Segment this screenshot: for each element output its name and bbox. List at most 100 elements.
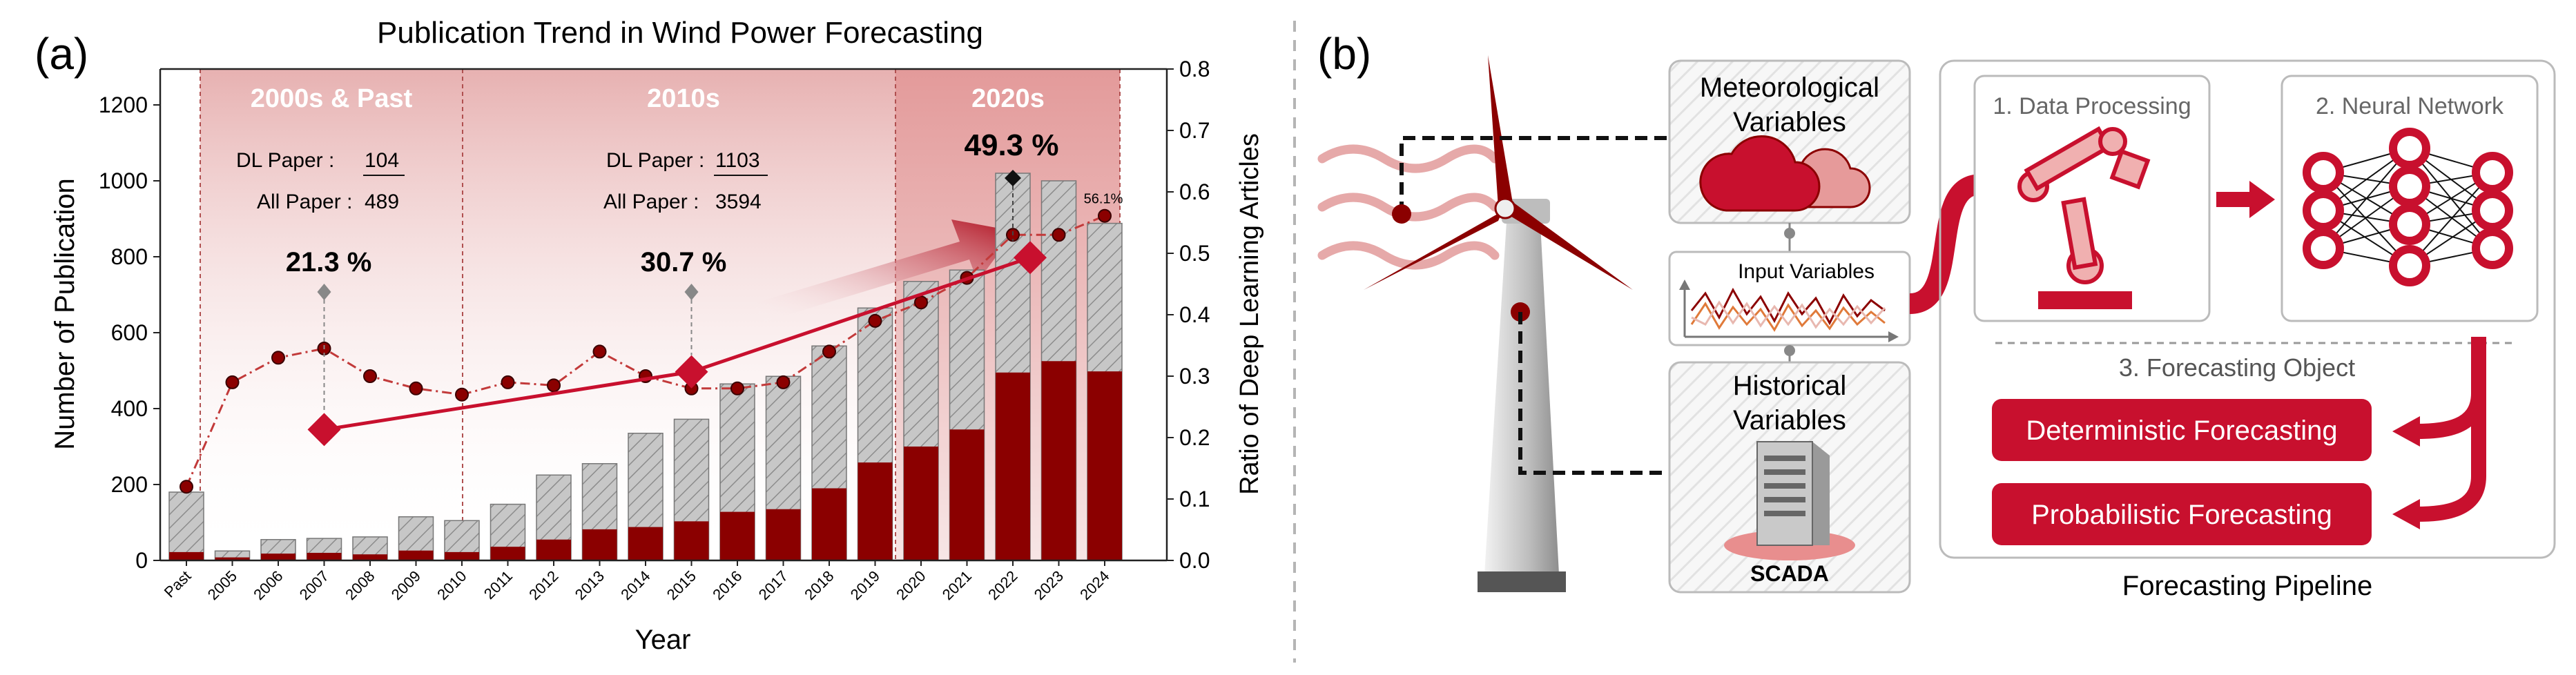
era-title-2020s: 2020s (971, 84, 1045, 113)
bars-group (168, 173, 1123, 561)
bar-dl-paper (949, 429, 985, 560)
output-arrows-icon (2416, 337, 2486, 522)
x-tick-label: Past (161, 567, 195, 601)
bar-dl-paper (536, 539, 571, 560)
dl-paper-value: 104 (365, 149, 399, 172)
nn-node (2303, 152, 2344, 193)
y-tick-label-right: 0.4 (1179, 302, 1210, 327)
bar-dl-paper (904, 447, 938, 560)
nn-node (2389, 166, 2430, 207)
era-percent: 30.7 % (641, 247, 727, 277)
era-marker-small (1005, 170, 1021, 186)
era-title-2010s: 2010s (647, 84, 720, 113)
x-tick-label: 2020 (893, 567, 929, 603)
y-tick-label-right: 0.1 (1179, 487, 1210, 511)
nn-node (2389, 128, 2430, 169)
bar-dl-paper (812, 488, 846, 560)
ratio-point (455, 387, 469, 402)
x-tick-label: 2012 (525, 567, 561, 603)
hist-title-1: Historical (1733, 371, 1846, 401)
ratio-point (776, 375, 791, 389)
arrowhead (2392, 416, 2420, 447)
era-bg-2000s (200, 69, 463, 560)
y-tick-label-left: 0 (135, 548, 148, 573)
ratio-line-group: 56.1% (180, 192, 1123, 494)
trend-line-group (307, 170, 1047, 447)
era-percent-2020s: 49.3 % (965, 128, 1059, 162)
ratio-point (271, 351, 285, 365)
step1-title: 1. Data Processing (1993, 93, 2191, 119)
y-tick-label-right: 0.3 (1179, 364, 1210, 389)
x-tick-label: 2014 (617, 567, 653, 603)
y-tick-label-left: 200 (111, 472, 148, 497)
connector-dot (1784, 345, 1795, 356)
all-paper-label: All Paper : (257, 190, 352, 213)
connector-dot (1784, 228, 1795, 239)
x-tick-label: 2023 (1031, 567, 1067, 603)
nn-node (2303, 190, 2344, 231)
bar-dl-paper (720, 511, 755, 560)
bar-dl-paper (490, 547, 525, 560)
ratio-point (730, 381, 744, 395)
step2-title: 2. Neural Network (2316, 93, 2504, 119)
dl-paper-value: 1103 (715, 149, 760, 172)
step3-title: 3. Forecasting Object (2119, 353, 2355, 382)
bar-dl-paper (353, 554, 387, 560)
trend-arrow (753, 219, 1015, 322)
x-tick-label: 2017 (755, 567, 791, 603)
server-icon (1724, 441, 1855, 560)
y-tick-label-left: 1000 (99, 168, 148, 193)
y-tick-label-right: 0.6 (1179, 179, 1210, 204)
dl-paper-label: DL Paper : (606, 149, 704, 172)
x-tick-label: 2011 (481, 567, 516, 603)
y-tick-label-left: 400 (111, 396, 148, 421)
input-label: Input Variables (1738, 260, 1875, 283)
bar-dl-paper (996, 372, 1030, 560)
probabilistic-button (1992, 483, 2372, 545)
x-tick-label: 2005 (204, 567, 240, 603)
nn-edge (2409, 172, 2493, 266)
panel-b-label: (b) (1317, 29, 1371, 79)
era-annotation-2000s: DL Paper : 104 All Paper : 489 21.3 % (236, 149, 405, 277)
ratio-point (1052, 228, 1066, 242)
nn-edge (2323, 148, 2410, 249)
y-tick-label-left: 600 (111, 320, 148, 345)
x-tick-label: 2006 (250, 567, 286, 603)
nn-node (2389, 245, 2430, 286)
y-axis-label-right: Ratio of Deep Learning Articles (1235, 133, 1264, 495)
nn-edge (2323, 172, 2410, 266)
pipeline-title: Forecasting Pipeline (2122, 571, 2372, 601)
all-paper-value: 3594 (715, 190, 762, 213)
bar-dl-paper (261, 554, 296, 560)
historical-box: Historical Variables SCADA (1668, 361, 1911, 594)
dl-paper-label: DL Paper : (236, 149, 334, 172)
bar-dl-paper (766, 509, 801, 560)
x-tick-label: 2009 (388, 567, 424, 603)
ratio-point (547, 378, 561, 393)
panel-a-label: (a) (35, 29, 88, 79)
met-title-2: Variables (1733, 107, 1846, 137)
deterministic-button (1992, 399, 2372, 461)
era-marker-small (684, 284, 699, 300)
step-arrow-icon (2216, 181, 2275, 218)
bar-dl-paper (398, 550, 434, 560)
deterministic-label: Deterministic Forecasting (2026, 415, 2337, 446)
era-mean-marker (307, 413, 341, 447)
nn-node (2389, 204, 2430, 245)
cloud-icon (1699, 135, 1871, 212)
neural-network-card: 2. Neural Network (2280, 75, 2539, 322)
meteorological-box: Meteorological Variables (1668, 59, 1911, 224)
x-tick-label: 2019 (847, 567, 883, 603)
era-title-2000s: 2000s & Past (251, 84, 413, 113)
y-tick-label-right: 0.7 (1179, 118, 1210, 143)
bar-dl-paper (582, 529, 617, 560)
x-tick-label: 2018 (801, 567, 837, 603)
nn-node (2472, 228, 2513, 269)
y-tick-label-right: 0.5 (1179, 241, 1210, 266)
y-tick-label-left: 800 (111, 244, 148, 269)
probabilistic-label: Probabilistic Forecasting (2031, 500, 2332, 530)
nn-node (2472, 152, 2513, 193)
x-tick-label: 2024 (1076, 567, 1112, 603)
era-marker-small (317, 284, 331, 300)
bar-dl-paper (307, 553, 342, 560)
